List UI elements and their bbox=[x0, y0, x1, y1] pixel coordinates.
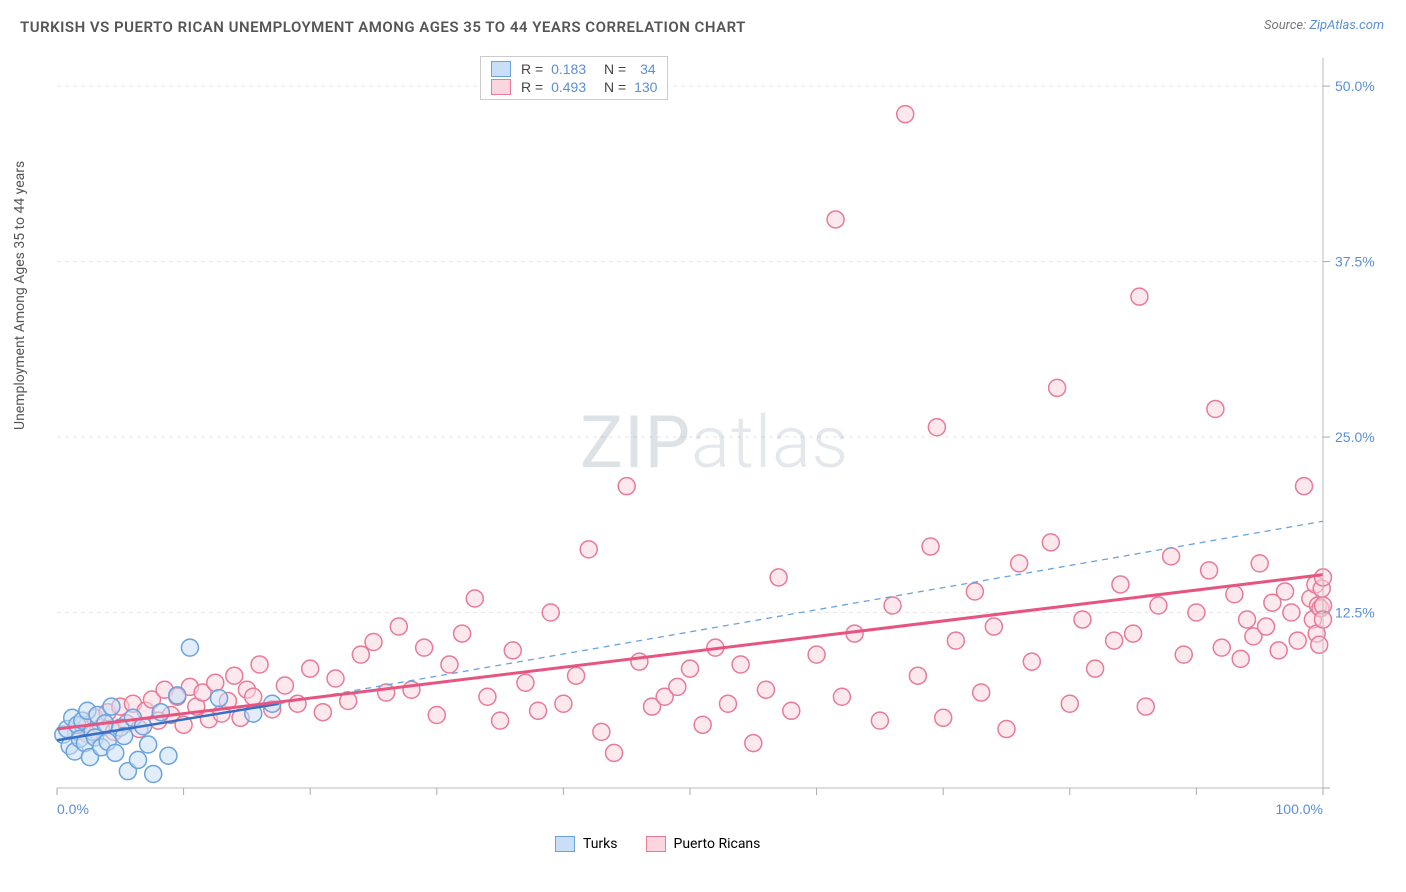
legend-item-turks: Turks bbox=[555, 836, 618, 852]
r-label-0: R = bbox=[521, 61, 543, 77]
legend-item-pr: Puerto Ricans bbox=[646, 836, 761, 852]
legend-swatch-turks bbox=[555, 836, 575, 852]
legend-label-pr: Puerto Ricans bbox=[674, 836, 761, 852]
swatch-pr bbox=[491, 79, 511, 95]
legend-label-turks: Turks bbox=[583, 836, 618, 852]
svg-text:37.5%: 37.5% bbox=[1335, 254, 1375, 270]
svg-text:50.0%: 50.0% bbox=[1335, 78, 1375, 94]
r-value-0: 0.183 bbox=[551, 61, 586, 77]
chart-title: TURKISH VS PUERTO RICAN UNEMPLOYMENT AMO… bbox=[20, 18, 746, 36]
stats-legend: R = 0.183 N = 34 R = 0.493 N = 130 bbox=[480, 56, 668, 100]
source-attribution: Source: ZipAtlas.com bbox=[1264, 18, 1384, 33]
y-axis-label: Unemployment Among Ages 35 to 44 years bbox=[12, 161, 28, 430]
plot-svg: 0.0% 100.0% 12.5% 25.0% 37.5% 50.0% bbox=[47, 50, 1383, 828]
svg-text:0.0%: 0.0% bbox=[57, 801, 89, 817]
stats-row-turks: R = 0.183 N = 34 bbox=[491, 61, 657, 77]
n-value-0: 34 bbox=[640, 61, 656, 77]
source-link[interactable]: ZipAtlas.com bbox=[1309, 18, 1384, 33]
swatch-turks bbox=[491, 61, 511, 77]
svg-text:25.0%: 25.0% bbox=[1335, 429, 1375, 445]
stats-row-pr: R = 0.493 N = 130 bbox=[491, 79, 657, 95]
legend-swatch-pr bbox=[646, 836, 666, 852]
n-label-0: N = bbox=[604, 61, 626, 77]
source-label: Source: bbox=[1264, 18, 1309, 33]
r-value-1: 0.493 bbox=[551, 79, 586, 95]
scatter-plot: 0.0% 100.0% 12.5% 25.0% 37.5% 50.0% bbox=[47, 50, 1383, 828]
series-legend: Turks Puerto Ricans bbox=[555, 836, 760, 852]
svg-text:100.0%: 100.0% bbox=[1276, 801, 1323, 817]
n-label-1: N = bbox=[604, 79, 626, 95]
r-label-1: R = bbox=[521, 79, 543, 95]
svg-text:12.5%: 12.5% bbox=[1335, 605, 1375, 621]
n-value-1: 130 bbox=[634, 79, 657, 95]
